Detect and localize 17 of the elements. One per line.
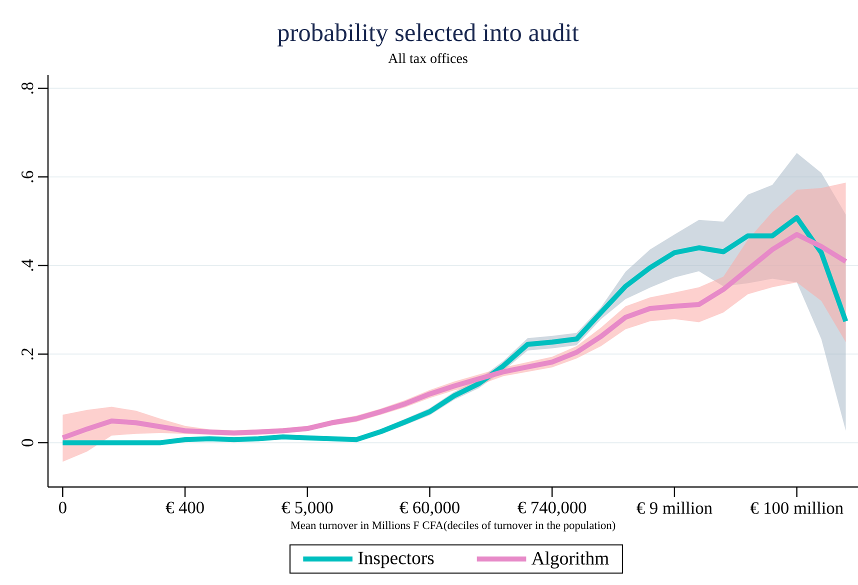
y-tick-label: .4 bbox=[22, 259, 34, 271]
x-tick-label: € 740,000 bbox=[518, 502, 586, 516]
x-axis-title: Mean turnover in Millions F CFA(deciles of turnover in the population) bbox=[290, 521, 616, 532]
legend-label: Algorithm bbox=[532, 552, 609, 569]
x-tick-label: € 100 million bbox=[750, 502, 844, 514]
x-tick-label: € 60,000 bbox=[400, 502, 460, 516]
x-tick-label: € 400 bbox=[166, 502, 204, 514]
x-tick-label: 0 bbox=[59, 502, 66, 514]
chart-subtitle: All tax offices bbox=[388, 53, 468, 64]
legend-label: Inspectors bbox=[358, 552, 434, 568]
x-tick-label: € 9 million bbox=[636, 502, 712, 514]
y-tick-label: .8 bbox=[22, 82, 34, 94]
y-tick-label: 0 bbox=[22, 439, 34, 446]
y-tick-label: .2 bbox=[22, 348, 34, 360]
y-tick-label: .6 bbox=[22, 170, 34, 182]
x-tick-label: € 5,000 bbox=[282, 502, 333, 516]
chart-title: probability selected into audit bbox=[278, 23, 579, 46]
